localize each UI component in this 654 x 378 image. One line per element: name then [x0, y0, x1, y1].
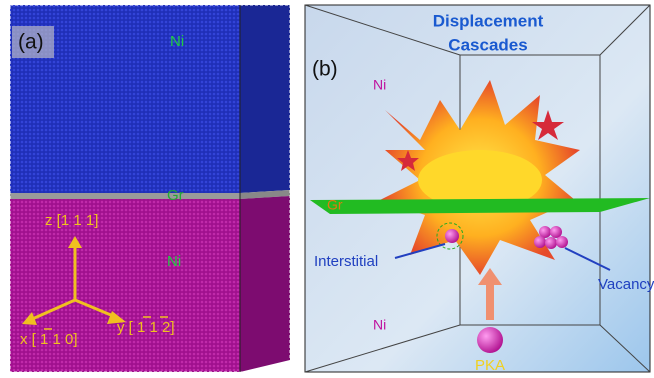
axis-label: z [1 1 1] [45, 212, 98, 229]
layer-label: Ni [167, 253, 181, 270]
axis-label: x [ 1 1 0] [20, 331, 78, 348]
layer-label: Ni [373, 77, 386, 93]
graphene-plane [310, 198, 650, 214]
figure: (a) Ni Gr Ni z [1 1 1] x [ 1 1 0] y [ 1 … [0, 0, 654, 378]
atom [445, 229, 459, 243]
ni-bottom-side [240, 196, 290, 372]
annotation: Vacancy [598, 276, 654, 293]
annotation: PKA [475, 357, 505, 374]
panel-b: (b) Displacement Cascades Ni Gr Ni Inter… [305, 5, 654, 374]
title: Cascades [448, 35, 527, 54]
annotation: Interstitial [314, 253, 378, 270]
layer-label: Ni [373, 317, 386, 333]
panel-a: (a) Ni Gr Ni z [1 1 1] x [ 1 1 0] y [ 1 … [10, 5, 290, 372]
panel-label: (b) [312, 58, 338, 81]
layer-label: Gr [167, 187, 184, 204]
graphene-layer [10, 193, 240, 199]
panel-label: (a) [18, 31, 44, 54]
title: Displacement [433, 11, 544, 30]
layer-label: Gr [327, 197, 343, 213]
ni-top-side [240, 5, 290, 193]
layer-label: Ni [170, 33, 184, 50]
pka-atom [477, 327, 503, 353]
axis-label: y [ 1 1 2] [117, 319, 175, 336]
